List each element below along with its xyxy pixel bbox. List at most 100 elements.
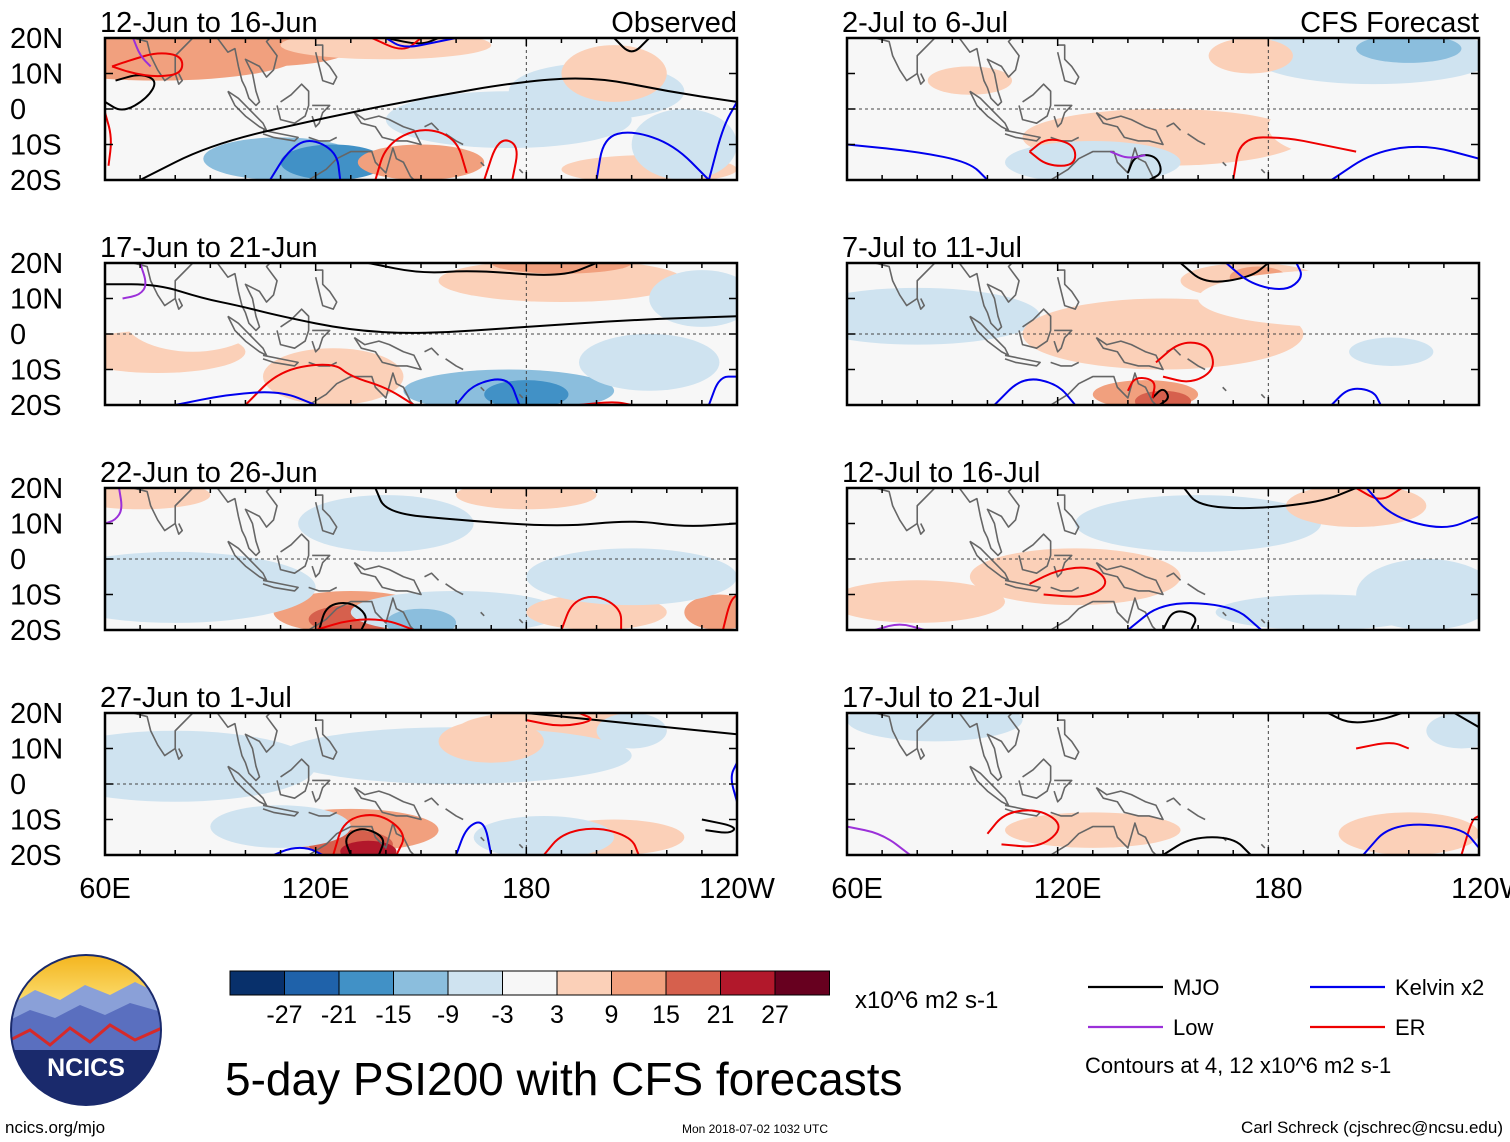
coastline-10 (1036, 147, 1157, 180)
low-contour (1109, 150, 1146, 159)
anomaly-region-7 (1268, 91, 1479, 163)
lon-label: 60E (79, 873, 131, 905)
colorbar-swatch-6 (502, 970, 558, 996)
mjo-contour (318, 602, 367, 630)
anomaly-region-8 (357, 144, 485, 180)
panel-6: 7-Jul to 11-Jul (842, 232, 1481, 407)
coastline-9 (1095, 111, 1164, 146)
coastline-12 (424, 797, 440, 806)
mjo-contour (1162, 836, 1252, 855)
legend-label: MJO (1173, 975, 1219, 1000)
panel-title: 17-Jul to 21-Jul (842, 682, 1040, 714)
anomaly-region-6 (684, 594, 737, 630)
coastline-10 (294, 597, 415, 630)
coastline-14 (1222, 611, 1227, 617)
er-contour (721, 593, 737, 630)
lon-label: 120W (1451, 873, 1510, 905)
colorbar-swatch-11 (774, 970, 830, 996)
coastline-16 (308, 586, 338, 592)
coastline-15 (518, 393, 524, 399)
anomaly-region-8 (122, 280, 264, 352)
kelvin-contour (1365, 488, 1479, 529)
anomaly-region-1 (105, 488, 211, 510)
mjo-contour (1162, 610, 1197, 630)
coastline-5 (262, 129, 299, 142)
coastline-5 (262, 579, 299, 592)
coastline-3 (958, 38, 1020, 107)
coastline-16 (1050, 361, 1080, 367)
lat-label: 10N (10, 734, 63, 766)
colorbar-swatch-4 (393, 970, 449, 996)
er-contour (111, 52, 184, 78)
colorbar-swatch-3 (338, 970, 394, 996)
coastline-10 (1036, 822, 1157, 855)
coastline-14 (480, 836, 485, 842)
coastline-6 (1018, 533, 1052, 575)
low-contour (122, 263, 147, 300)
coastline-14 (480, 161, 485, 167)
coastline-8 (1056, 269, 1080, 310)
coastline-14 (480, 611, 485, 617)
anomaly-region-7 (649, 270, 737, 327)
coastline-12 (424, 122, 440, 131)
anomaly-region-4 (210, 805, 351, 848)
coastline-12 (424, 572, 440, 581)
coastline-7 (1053, 779, 1073, 803)
coastline-10 (294, 147, 415, 180)
anomaly-region-3 (1426, 713, 1479, 749)
coastline-10 (1036, 597, 1157, 630)
coastline-12 (1166, 572, 1182, 581)
coastline-3 (216, 38, 278, 107)
anomaly-region-6 (484, 380, 569, 405)
anomaly-region-9 (473, 815, 615, 855)
coastline-9 (353, 561, 422, 596)
coastline-1 (132, 263, 195, 307)
kelvin-contour (993, 378, 1076, 405)
coastline-15 (1260, 393, 1266, 399)
mjo-contour (368, 263, 597, 276)
lat-label: 0 (10, 94, 26, 126)
anomaly-region-6 (1285, 488, 1427, 528)
er-contour (483, 139, 518, 180)
site-link[interactable]: ncics.org/mjo (5, 1118, 105, 1137)
anomaly-region-6 (1005, 140, 1181, 180)
mjo-contour (1183, 488, 1357, 510)
lat-label: 20S (10, 615, 62, 647)
coastline-3 (958, 488, 1020, 557)
coastline-11 (316, 699, 320, 706)
mjo-contour (1126, 154, 1162, 180)
kelvin-contour (1362, 823, 1479, 855)
er-contour (1355, 742, 1410, 750)
coastline-8 (1056, 494, 1080, 535)
anomaly-region-10 (526, 548, 737, 606)
coastline-5 (1004, 129, 1041, 142)
panel-title: 27-Jun to 1-Jul (100, 682, 292, 714)
anomaly-region-11 (631, 109, 737, 180)
coastline-10 (1036, 372, 1157, 405)
coastline-7 (1053, 104, 1073, 128)
coastline-5 (262, 804, 299, 817)
psi-field (105, 263, 737, 405)
anomaly-region-5 (1338, 812, 1479, 855)
colorbar-swatch-5 (447, 970, 503, 996)
lat-label: 20N (10, 248, 63, 280)
anomaly-region-3 (1075, 495, 1321, 552)
coastline-1 (874, 488, 937, 532)
colorbar-tick: -3 (491, 1001, 513, 1029)
lat-label: 10N (10, 509, 63, 541)
coastline-13 (1187, 583, 1206, 596)
figure-title: 5-day PSI200 with CFS forecasts (225, 1053, 903, 1105)
colorbar-swatch-9 (665, 970, 721, 996)
lon-label: 120E (1034, 873, 1102, 905)
anomaly-region-8 (456, 488, 597, 510)
psi-field (847, 488, 1479, 630)
mjo-contour (345, 828, 385, 855)
colorbar-tick: 3 (550, 1001, 564, 1029)
anomaly-region-2 (1198, 737, 1479, 795)
panel-tag: Observed (611, 7, 737, 39)
psi-field (847, 713, 1479, 855)
